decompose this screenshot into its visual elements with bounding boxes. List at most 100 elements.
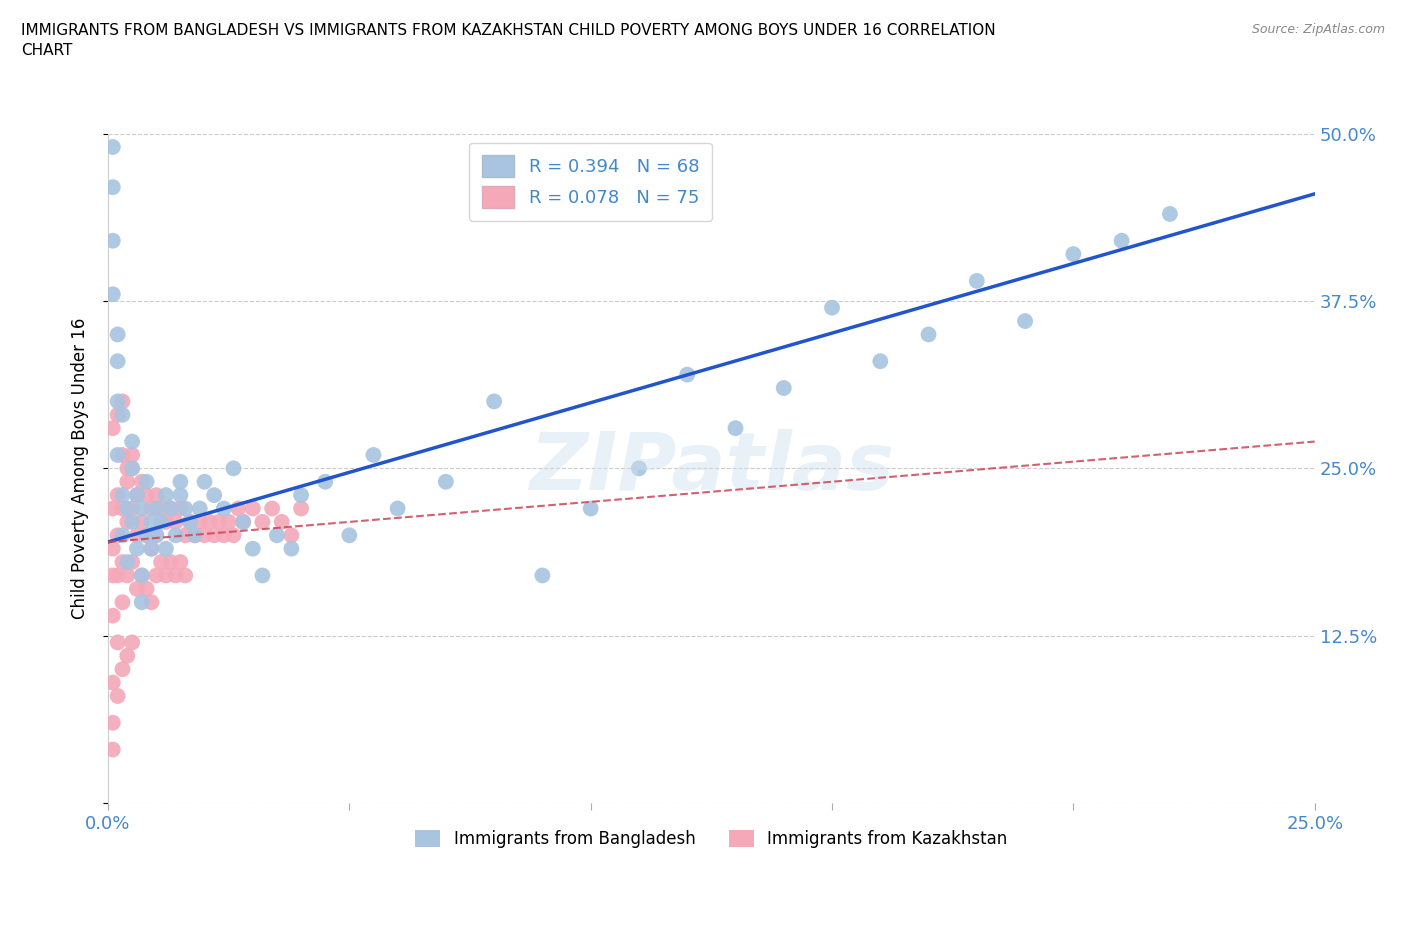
Point	[270, 514, 292, 529]
Point	[117, 648, 139, 663]
Point	[252, 514, 274, 529]
Point	[363, 447, 385, 462]
Point	[198, 514, 221, 529]
Point	[232, 514, 254, 529]
Point	[107, 568, 129, 583]
Point	[101, 286, 124, 301]
Point	[141, 541, 163, 556]
Point	[188, 501, 211, 516]
Point	[145, 528, 167, 543]
Point	[159, 501, 181, 516]
Point	[179, 514, 201, 529]
Point	[101, 608, 124, 623]
Point	[212, 501, 235, 516]
Point	[174, 528, 197, 543]
Point	[179, 514, 201, 529]
Point	[169, 487, 191, 502]
Point	[387, 501, 409, 516]
Point	[117, 474, 139, 489]
Point	[150, 514, 173, 529]
Point	[314, 474, 336, 489]
Point	[101, 233, 124, 248]
Point	[135, 487, 157, 502]
Point	[101, 715, 124, 730]
Point	[107, 688, 129, 703]
Point	[135, 528, 157, 543]
Point	[193, 528, 215, 543]
Point	[141, 595, 163, 610]
Point	[222, 461, 245, 476]
Point	[242, 501, 264, 516]
Point	[111, 501, 134, 516]
Point	[159, 554, 181, 569]
Point	[917, 327, 939, 342]
Point	[821, 300, 844, 315]
Point	[627, 461, 650, 476]
Point	[218, 514, 240, 529]
Point	[280, 528, 302, 543]
Point	[107, 635, 129, 650]
Point	[724, 420, 747, 435]
Point	[117, 501, 139, 516]
Point	[290, 487, 312, 502]
Point	[169, 501, 191, 516]
Point	[676, 367, 699, 382]
Point	[121, 447, 143, 462]
Point	[111, 595, 134, 610]
Point	[111, 662, 134, 677]
Point	[150, 554, 173, 569]
Point	[101, 420, 124, 435]
Point	[155, 487, 177, 502]
Legend: Immigrants from Bangladesh, Immigrants from Kazakhstan: Immigrants from Bangladesh, Immigrants f…	[409, 823, 1014, 855]
Point	[111, 487, 134, 502]
Point	[101, 568, 124, 583]
Point	[966, 273, 988, 288]
Point	[111, 407, 134, 422]
Text: Source: ZipAtlas.com: Source: ZipAtlas.com	[1251, 23, 1385, 36]
Point	[174, 501, 197, 516]
Point	[145, 568, 167, 583]
Point	[1111, 233, 1133, 248]
Point	[131, 595, 153, 610]
Text: IMMIGRANTS FROM BANGLADESH VS IMMIGRANTS FROM KAZAKHSTAN CHILD POVERTY AMONG BOY: IMMIGRANTS FROM BANGLADESH VS IMMIGRANTS…	[21, 23, 995, 58]
Point	[141, 541, 163, 556]
Point	[155, 514, 177, 529]
Point	[111, 447, 134, 462]
Point	[131, 474, 153, 489]
Point	[111, 528, 134, 543]
Point	[121, 461, 143, 476]
Point	[174, 568, 197, 583]
Point	[121, 434, 143, 449]
Point	[111, 394, 134, 409]
Point	[150, 501, 173, 516]
Point	[252, 568, 274, 583]
Point	[107, 407, 129, 422]
Point	[222, 528, 245, 543]
Point	[141, 501, 163, 516]
Point	[165, 514, 187, 529]
Point	[145, 528, 167, 543]
Point	[869, 353, 891, 368]
Point	[184, 528, 207, 543]
Point	[262, 501, 284, 516]
Point	[101, 501, 124, 516]
Point	[101, 541, 124, 556]
Point	[266, 528, 288, 543]
Point	[290, 501, 312, 516]
Point	[111, 554, 134, 569]
Point	[117, 514, 139, 529]
Point	[1159, 206, 1181, 221]
Point	[107, 487, 129, 502]
Point	[135, 474, 157, 489]
Point	[135, 581, 157, 596]
Point	[226, 501, 249, 516]
Point	[121, 461, 143, 476]
Point	[337, 528, 360, 543]
Point	[169, 554, 191, 569]
Point	[107, 327, 129, 342]
Point	[121, 635, 143, 650]
Point	[188, 514, 211, 529]
Point	[125, 487, 148, 502]
Point	[531, 568, 554, 583]
Point	[208, 514, 231, 529]
